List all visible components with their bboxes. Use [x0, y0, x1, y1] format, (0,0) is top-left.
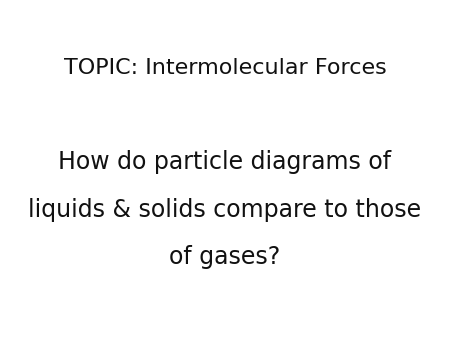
Text: of gases?: of gases?	[169, 245, 281, 269]
Text: liquids & solids compare to those: liquids & solids compare to those	[28, 197, 422, 222]
Text: How do particle diagrams of: How do particle diagrams of	[58, 150, 392, 174]
Text: TOPIC: Intermolecular Forces: TOPIC: Intermolecular Forces	[63, 57, 387, 78]
